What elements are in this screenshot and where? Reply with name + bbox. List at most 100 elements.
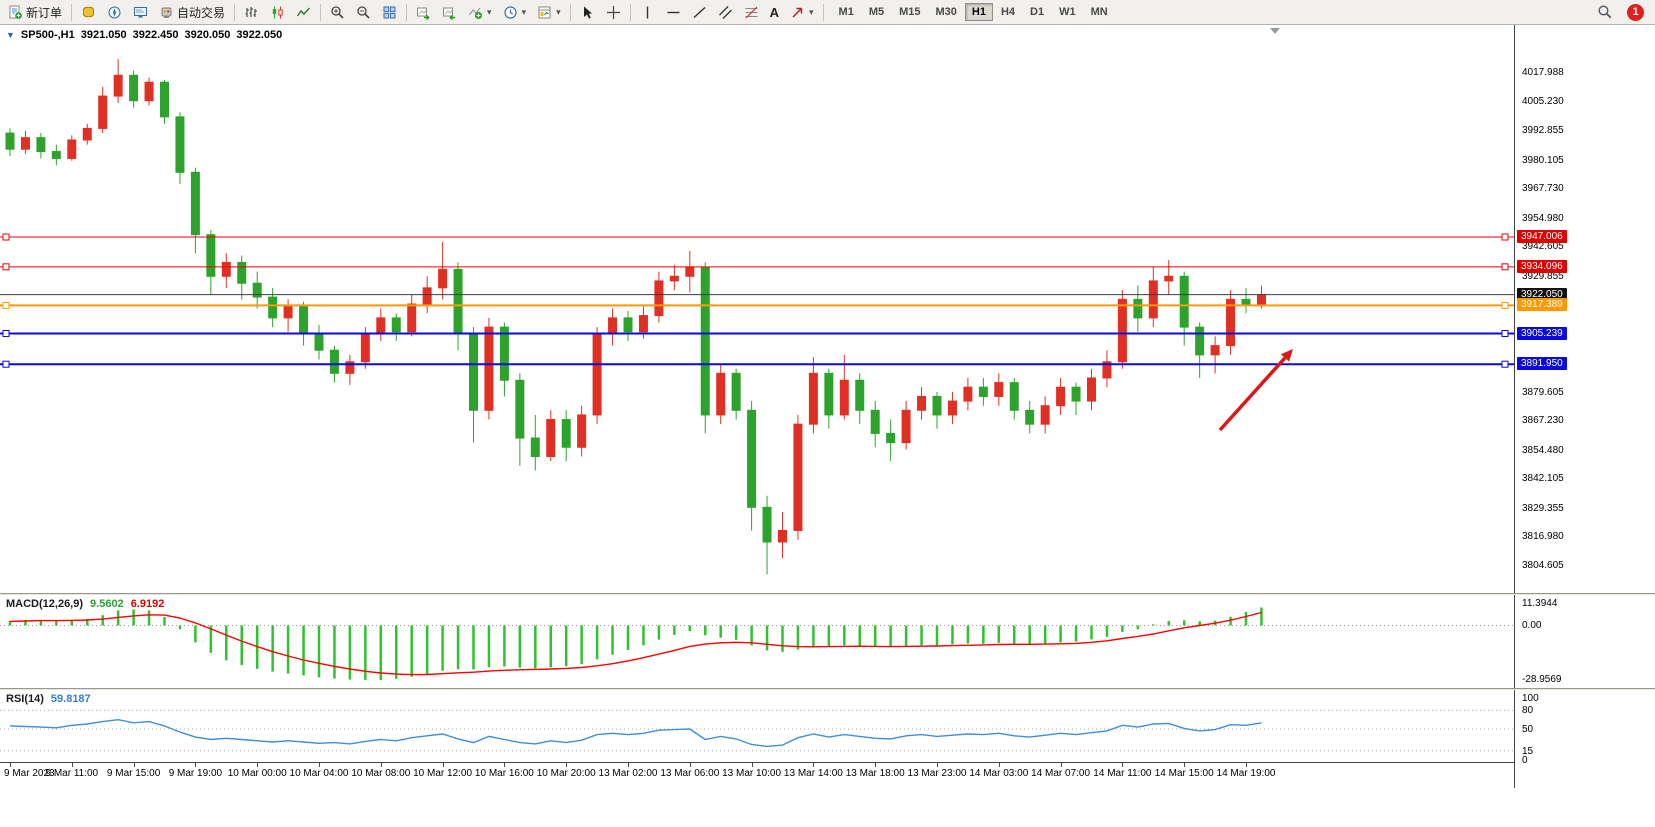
channel-icon	[718, 5, 732, 19]
candle	[51, 144, 61, 166]
time-axis-label: 13 Mar 02:00	[598, 768, 658, 779]
horizontal-line-tool-button[interactable]	[661, 2, 686, 23]
channel-tool-button[interactable]	[713, 2, 738, 23]
price-axis[interactable]: 4017.988 4005.230 3992.855 3980.105 3967.730…	[1514, 25, 1655, 788]
chart-close-value: 3922.050	[236, 29, 283, 41]
candle	[561, 410, 571, 462]
horizontal-level-line-3934.096[interactable]	[0, 263, 1514, 271]
candle	[716, 364, 726, 425]
line-handle[interactable]	[2, 301, 10, 309]
price-axis-label: 3929.855	[1522, 270, 1564, 282]
terminal-button[interactable]	[128, 2, 153, 23]
toolbar-separator	[71, 3, 73, 21]
candle	[608, 308, 618, 346]
vertical-line-tool-button[interactable]	[635, 2, 660, 23]
notification-count: 1	[1632, 6, 1639, 18]
pane-splitter[interactable]	[0, 593, 1655, 595]
time-axis-tick	[442, 763, 444, 767]
bar-chart-button[interactable]	[239, 2, 264, 23]
line-handle[interactable]	[1501, 301, 1509, 309]
market-watch-icon	[83, 6, 95, 17]
timeframe-button-m30[interactable]: M30	[929, 3, 964, 21]
periods-clock-icon	[503, 5, 517, 19]
candle	[20, 130, 30, 154]
trendline-tool-button[interactable]	[687, 2, 712, 23]
timeframe-button-mn[interactable]: MN	[1084, 3, 1115, 21]
price-axis-label: 4005.230	[1522, 96, 1564, 108]
line-handle[interactable]	[2, 263, 10, 271]
auto-scroll-button[interactable]	[411, 2, 436, 23]
timeframe-button-h4[interactable]: H4	[994, 3, 1022, 21]
line-handle[interactable]	[1501, 360, 1509, 368]
notification-badge[interactable]: 1	[1627, 3, 1644, 21]
indicators-button[interactable]: ▾	[463, 2, 497, 23]
line-handle[interactable]	[1501, 263, 1509, 271]
candle	[778, 511, 787, 559]
chart-shift-button[interactable]	[437, 2, 462, 23]
horizontal-level-line-3917.389[interactable]	[0, 301, 1514, 309]
market-watch-button[interactable]	[76, 2, 101, 23]
line-handle[interactable]	[2, 330, 10, 338]
timeframe-button-w1[interactable]: W1	[1052, 3, 1083, 21]
main-toolbar: 新订单 自动交易	[0, 0, 1655, 25]
timeframe-button-m15[interactable]: M15	[892, 3, 927, 21]
horizontal-level-line-3891.950[interactable]	[0, 360, 1514, 368]
rsi-axis-label: 0	[1522, 755, 1528, 766]
price-axis-label: 3942.605	[1522, 241, 1564, 253]
macd-name: MACD(12,26,9)	[6, 598, 84, 610]
line-handle[interactable]	[1501, 330, 1509, 338]
price-chart-canvas[interactable]	[0, 25, 1514, 593]
line-handle[interactable]	[2, 233, 10, 241]
candle	[870, 401, 880, 448]
tile-windows-button[interactable]	[377, 2, 402, 23]
timeframe-button-h1[interactable]: H1	[964, 3, 993, 21]
line-chart-button[interactable]	[291, 2, 316, 23]
pane-splitter[interactable]	[0, 688, 1655, 690]
time-axis-label: 10 Mar 16:00	[474, 768, 534, 779]
candle	[499, 322, 509, 397]
horizontal-level-line-3905.239[interactable]	[0, 330, 1514, 338]
fibonacci-icon	[745, 6, 758, 18]
chart-shift-marker[interactable]	[1270, 28, 1280, 34]
time-axis-label: 10 Mar 12:00	[413, 768, 473, 779]
auto-trading-button[interactable]: 自动交易	[154, 2, 230, 23]
timeframe-button-m5[interactable]: M5	[862, 3, 891, 21]
fibonacci-tool-button[interactable]	[739, 2, 764, 23]
time-axis-tick	[133, 763, 135, 767]
time-axis-label: 14 Mar 07:00	[1031, 768, 1091, 779]
time-axis-tick	[1122, 763, 1124, 767]
crosshair-icon	[606, 5, 620, 19]
crosshair-tool-button[interactable]	[601, 2, 626, 23]
candle	[36, 133, 46, 159]
timeframe-button-d1[interactable]: D1	[1023, 3, 1051, 21]
candlestick-chart-button[interactable]	[265, 2, 290, 23]
horizontal-level-line-3947.006[interactable]	[0, 233, 1514, 241]
search-button[interactable]	[1592, 2, 1618, 23]
navigator-button[interactable]	[102, 2, 127, 23]
candle	[299, 301, 309, 346]
candle	[1179, 271, 1189, 346]
zoom-out-button[interactable]	[351, 2, 376, 23]
text-tool-button[interactable]: A	[765, 2, 784, 23]
candle	[839, 354, 849, 420]
time-axis-tick	[875, 763, 877, 767]
chart-open-value: 3921.050	[80, 29, 127, 41]
annotation-arrow[interactable]	[1218, 349, 1293, 432]
arrows-tool-button[interactable]: ▾	[785, 2, 819, 23]
collapse-icon[interactable]: ▼	[6, 30, 15, 40]
rsi-indicator-canvas[interactable]	[0, 691, 1514, 762]
rsi-value: 59.8187	[50, 693, 91, 705]
macd-indicator-canvas[interactable]	[0, 596, 1514, 688]
auto-scroll-icon	[417, 7, 430, 20]
zoom-in-button[interactable]	[325, 2, 350, 23]
line-handle[interactable]	[1501, 233, 1509, 241]
cursor-tool-button[interactable]	[575, 2, 600, 23]
timeframe-button-m1[interactable]: M1	[832, 3, 861, 21]
time-axis[interactable]: 9 Mar 2023 9 Mar 11:00 9 Mar 15:00 9 Mar 19…	[0, 762, 1655, 788]
periods-button[interactable]: ▾	[498, 2, 532, 23]
navigator-icon	[108, 6, 121, 18]
line-handle[interactable]	[2, 360, 10, 368]
templates-button[interactable]: ▾	[532, 2, 566, 23]
new-order-button[interactable]: 新订单	[3, 2, 67, 23]
price-axis-label: 3867.230	[1522, 415, 1564, 427]
